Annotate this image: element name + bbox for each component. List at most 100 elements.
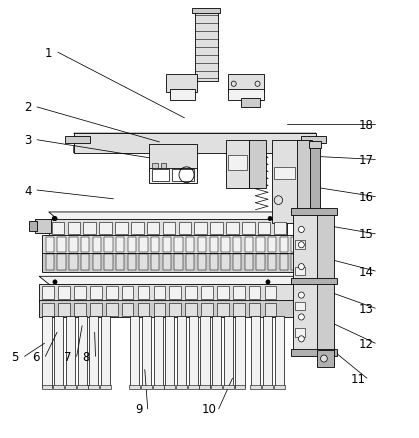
Polygon shape — [74, 134, 316, 145]
Bar — [101, 316, 110, 387]
Bar — [58, 287, 70, 300]
Bar — [57, 255, 66, 271]
Bar — [130, 316, 140, 387]
Bar — [138, 287, 149, 300]
Bar — [300, 276, 317, 302]
Bar — [151, 255, 159, 271]
Bar — [310, 145, 320, 215]
Bar — [194, 222, 207, 234]
Bar — [199, 385, 210, 389]
Bar — [164, 385, 175, 389]
Circle shape — [298, 227, 304, 233]
Bar — [39, 300, 301, 317]
Text: 1: 1 — [45, 46, 52, 60]
Text: 17: 17 — [359, 154, 374, 166]
Bar — [104, 237, 113, 252]
Circle shape — [298, 264, 304, 270]
Bar — [152, 169, 169, 181]
Bar — [262, 385, 273, 389]
Bar — [265, 287, 276, 300]
Bar — [90, 287, 102, 300]
Bar — [106, 303, 118, 316]
Bar — [42, 287, 54, 300]
Bar — [153, 316, 163, 387]
Bar — [245, 237, 253, 252]
Bar — [122, 287, 134, 300]
Bar — [186, 237, 194, 252]
Bar — [291, 237, 300, 252]
Text: 7: 7 — [64, 350, 71, 363]
Bar — [317, 350, 334, 367]
Bar — [201, 303, 213, 316]
Bar — [90, 303, 102, 316]
Bar — [185, 303, 197, 316]
Bar — [274, 385, 285, 389]
Circle shape — [266, 280, 270, 285]
Bar — [67, 222, 80, 234]
Bar — [291, 279, 337, 285]
Text: 8: 8 — [83, 350, 90, 363]
Bar — [153, 287, 165, 300]
Bar — [274, 222, 286, 234]
Bar — [116, 255, 124, 271]
Bar — [317, 210, 334, 354]
Text: 18: 18 — [359, 119, 374, 131]
Bar — [301, 137, 326, 144]
Bar — [295, 328, 305, 337]
Bar — [212, 316, 221, 387]
Text: 5: 5 — [12, 350, 19, 363]
Bar — [99, 222, 112, 234]
Bar — [245, 255, 253, 271]
Circle shape — [298, 292, 304, 298]
Bar — [223, 385, 234, 389]
Bar — [49, 220, 287, 237]
Text: 15: 15 — [359, 228, 374, 241]
Bar — [251, 385, 261, 389]
Bar — [140, 255, 147, 271]
Bar — [106, 287, 118, 300]
Bar — [228, 75, 264, 92]
Bar — [235, 385, 246, 389]
Bar — [129, 385, 140, 389]
Bar — [57, 237, 66, 252]
Bar — [174, 255, 183, 271]
Bar — [65, 385, 76, 389]
Bar — [116, 237, 124, 252]
Bar — [93, 237, 101, 252]
Bar — [268, 237, 276, 252]
Text: 12: 12 — [359, 337, 374, 350]
Circle shape — [53, 280, 57, 285]
Bar — [210, 237, 218, 252]
Circle shape — [53, 217, 57, 221]
Bar — [198, 237, 206, 252]
Bar — [163, 255, 171, 271]
Bar — [141, 385, 152, 389]
Bar — [53, 385, 64, 389]
Bar — [221, 255, 230, 271]
Bar — [295, 302, 305, 311]
Polygon shape — [74, 145, 88, 153]
Text: 11: 11 — [350, 372, 365, 385]
Bar — [100, 385, 111, 389]
Bar — [291, 350, 337, 357]
Bar — [74, 303, 86, 316]
Text: 10: 10 — [202, 403, 217, 415]
Bar — [151, 237, 159, 252]
Bar — [169, 303, 181, 316]
Bar — [291, 255, 300, 271]
Bar — [274, 316, 284, 387]
Bar — [69, 255, 78, 271]
Bar — [176, 385, 187, 389]
Bar — [185, 287, 197, 300]
Bar — [149, 169, 197, 184]
Bar — [165, 316, 174, 387]
Bar — [309, 210, 321, 217]
Circle shape — [52, 217, 56, 221]
Polygon shape — [39, 277, 301, 286]
Bar — [201, 287, 213, 300]
Bar — [29, 222, 37, 231]
Bar — [228, 155, 247, 171]
Bar — [189, 316, 198, 387]
Bar — [39, 285, 301, 302]
Bar — [166, 75, 197, 92]
